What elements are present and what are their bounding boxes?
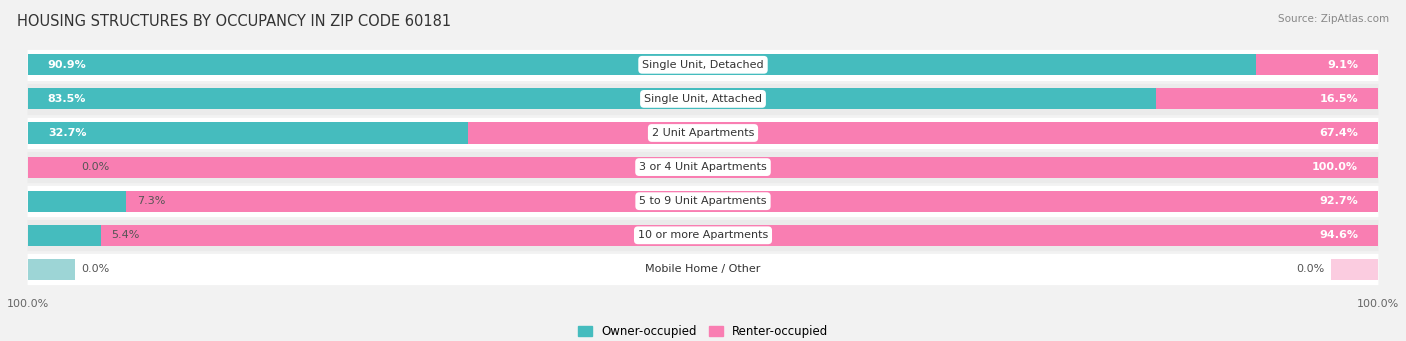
Text: 10 or more Apartments: 10 or more Apartments <box>638 230 768 240</box>
Bar <box>28 54 1256 75</box>
Text: 5.4%: 5.4% <box>111 230 139 240</box>
Text: 94.6%: 94.6% <box>1319 230 1358 240</box>
Bar <box>127 191 1378 212</box>
Text: 90.9%: 90.9% <box>48 60 87 70</box>
Text: Mobile Home / Other: Mobile Home / Other <box>645 264 761 275</box>
Text: 100.0%: 100.0% <box>1312 162 1358 172</box>
Bar <box>28 157 1378 178</box>
Text: 5 to 9 Unit Apartments: 5 to 9 Unit Apartments <box>640 196 766 206</box>
Bar <box>100 225 1378 246</box>
FancyBboxPatch shape <box>28 252 1378 286</box>
Bar <box>468 122 1378 144</box>
Text: 3 or 4 Unit Apartments: 3 or 4 Unit Apartments <box>640 162 766 172</box>
Text: Source: ZipAtlas.com: Source: ZipAtlas.com <box>1278 14 1389 24</box>
FancyBboxPatch shape <box>28 116 1378 150</box>
Bar <box>1256 54 1378 75</box>
Text: 32.7%: 32.7% <box>48 128 86 138</box>
Bar <box>28 225 100 246</box>
FancyBboxPatch shape <box>28 184 1378 218</box>
Text: 7.3%: 7.3% <box>136 196 166 206</box>
Text: 9.1%: 9.1% <box>1327 60 1358 70</box>
Text: 2 Unit Apartments: 2 Unit Apartments <box>652 128 754 138</box>
FancyBboxPatch shape <box>28 48 1378 82</box>
Text: 0.0%: 0.0% <box>82 264 110 275</box>
Text: 83.5%: 83.5% <box>48 94 86 104</box>
Text: 16.5%: 16.5% <box>1320 94 1358 104</box>
FancyBboxPatch shape <box>28 218 1378 252</box>
Text: 0.0%: 0.0% <box>82 162 110 172</box>
Text: 67.4%: 67.4% <box>1319 128 1358 138</box>
Bar <box>28 259 75 280</box>
Bar <box>28 157 75 178</box>
Bar <box>28 88 1156 109</box>
Text: Single Unit, Attached: Single Unit, Attached <box>644 94 762 104</box>
Bar <box>28 191 127 212</box>
Bar <box>1331 259 1378 280</box>
Text: Single Unit, Detached: Single Unit, Detached <box>643 60 763 70</box>
Text: 0.0%: 0.0% <box>1296 264 1324 275</box>
Legend: Owner-occupied, Renter-occupied: Owner-occupied, Renter-occupied <box>572 321 834 341</box>
Text: 92.7%: 92.7% <box>1319 196 1358 206</box>
Text: HOUSING STRUCTURES BY OCCUPANCY IN ZIP CODE 60181: HOUSING STRUCTURES BY OCCUPANCY IN ZIP C… <box>17 14 451 29</box>
Bar <box>1156 88 1378 109</box>
FancyBboxPatch shape <box>28 82 1378 116</box>
FancyBboxPatch shape <box>28 150 1378 184</box>
Bar <box>28 122 470 144</box>
